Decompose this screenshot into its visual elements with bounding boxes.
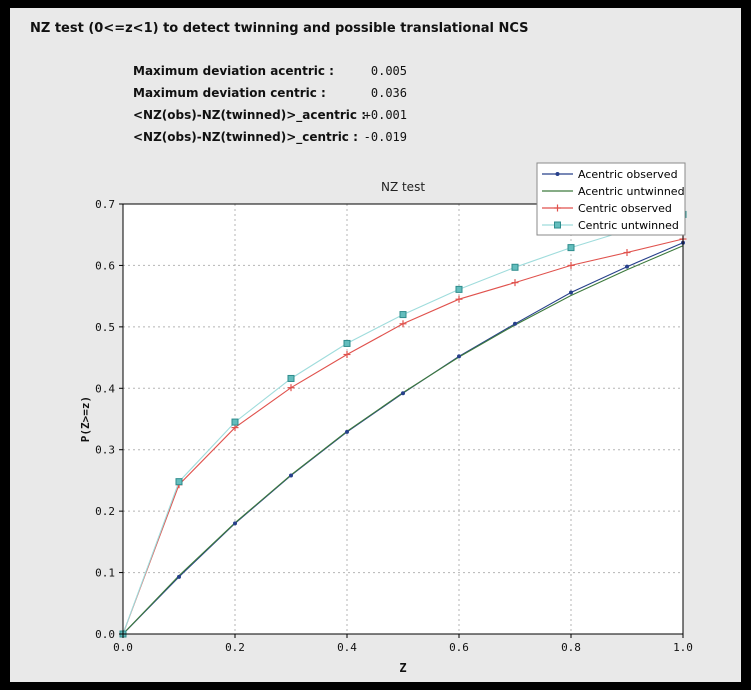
stat-value-max-dev-centric: 0.036 — [370, 86, 407, 100]
marker-square — [231, 418, 239, 426]
marker-square — [175, 478, 183, 486]
marker-dot — [555, 172, 560, 176]
stat-row: <NZ(obs)-NZ(twinned)>_centric : -0.019 — [133, 126, 407, 148]
chart-title: NZ test — [381, 180, 425, 194]
y-tick-label: 0.3 — [95, 444, 115, 457]
marker-square — [343, 339, 351, 347]
marker-square — [455, 285, 463, 293]
marker-dot — [625, 264, 629, 269]
stats-block: Maximum deviation acentric : 0.005 Maxim… — [133, 60, 407, 148]
marker-dot — [345, 429, 349, 434]
legend-entry: Acentric observed — [542, 168, 678, 181]
y-tick-label: 0.0 — [95, 628, 115, 641]
nz-test-chart: 0.0 0.2 0.4 0.6 0.8 1.0 0.0 0.1 0.2 0.3 0.4 0.5 0.6 0… — [79, 162, 693, 675]
marker-dot — [177, 574, 181, 579]
legend-label: Acentric observed — [578, 168, 678, 181]
stat-value-nz-diff-centric: -0.019 — [363, 130, 407, 144]
marker-dot — [401, 391, 405, 396]
axes-frame — [122, 203, 684, 635]
legend-entry: Centric observed — [542, 202, 672, 215]
stat-label-max-dev-acentric: Maximum deviation acentric : — [133, 64, 334, 78]
plot-panel: NZ test (0<=z<1) to detect twinning and … — [10, 8, 741, 682]
stat-value-max-dev-acentric: 0.005 — [370, 64, 407, 78]
y-tick-label: 0.1 — [95, 567, 115, 580]
marker-dot — [569, 290, 573, 295]
y-tick-label: 0.7 — [95, 198, 115, 211]
ticks: 0.0 0.2 0.4 0.6 0.8 1.0 0.0 0.1 0.2 0.3 0.4 0.5 0.6 0… — [95, 198, 693, 654]
stat-label-max-dev-centric: Maximum deviation centric : — [133, 86, 326, 100]
marker-square — [399, 311, 407, 319]
x-tick-label: 1.0 — [673, 641, 693, 654]
plot-area — [123, 204, 683, 634]
legend-label: Centric observed — [578, 202, 672, 215]
marker-dot — [289, 473, 293, 478]
marker-square — [287, 374, 295, 382]
y-tick-label: 0.6 — [95, 259, 115, 272]
x-tick-label: 0.2 — [225, 641, 245, 654]
x-axis-label: Z — [399, 661, 406, 675]
stat-row: <NZ(obs)-NZ(twinned)>_acentric : +0.001 — [133, 104, 407, 126]
y-tick-label: 0.5 — [95, 321, 115, 334]
marker-square — [554, 221, 561, 229]
stat-row: Maximum deviation acentric : 0.005 — [133, 60, 407, 82]
y-tick-label: 0.4 — [95, 382, 115, 395]
stat-label-nz-diff-centric: <NZ(obs)-NZ(twinned)>_centric : — [133, 130, 358, 144]
x-tick-label: 0.6 — [449, 641, 469, 654]
marker-dot — [513, 321, 517, 326]
y-axis-label: P(Z>=z) — [79, 396, 92, 442]
legend-entry: Acentric untwinned — [542, 185, 685, 198]
marker-dot — [233, 521, 237, 526]
legend: Acentric observed Acentric untwinned Centr… — [536, 162, 686, 236]
x-tick-label: 0.4 — [337, 641, 357, 654]
y-tick-label: 0.2 — [95, 505, 115, 518]
x-tick-label: 0.0 — [113, 641, 133, 654]
legend-box — [536, 162, 686, 236]
legend-label: Acentric untwinned — [578, 185, 685, 198]
legend-entry: Centric untwinned — [542, 219, 679, 232]
marker-square — [511, 263, 519, 271]
stat-label-nz-diff-acentric: <NZ(obs)-NZ(twinned)>_acentric : — [133, 108, 366, 122]
marker-dot — [457, 354, 461, 359]
marker-square — [567, 244, 575, 252]
legend-label: Centric untwinned — [578, 219, 679, 232]
stat-value-nz-diff-acentric: +0.001 — [363, 108, 407, 122]
stat-row: Maximum deviation centric : 0.036 — [133, 82, 407, 104]
x-tick-label: 0.8 — [561, 641, 581, 654]
page-title: NZ test (0<=z<1) to detect twinning and … — [30, 21, 529, 36]
